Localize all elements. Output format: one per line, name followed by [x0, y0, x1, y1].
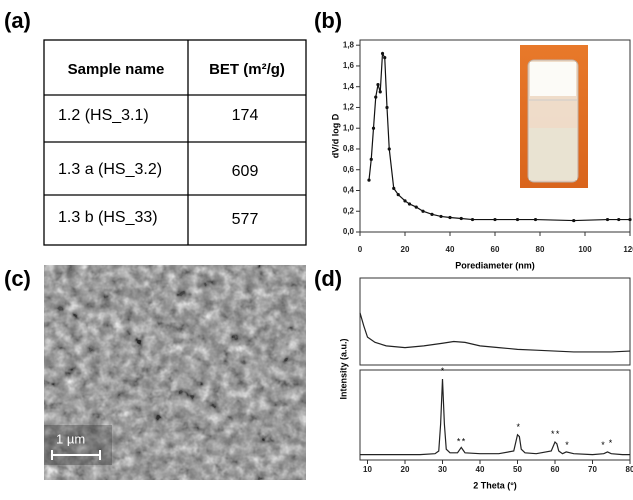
y-tick-label: 0,8	[343, 144, 355, 153]
panel-label: (c)	[4, 266, 31, 291]
data-point	[439, 215, 442, 218]
y-axis-title: Intensity (a.u.)	[338, 338, 348, 399]
annotation: *	[462, 436, 466, 446]
scale-bar-label: 1 µm	[56, 431, 85, 446]
data-point	[403, 199, 406, 202]
x-tick-label: 0	[358, 245, 363, 254]
data-point	[385, 106, 388, 109]
data-point	[376, 83, 379, 86]
data-line	[360, 313, 630, 352]
table-cell: 1.3 b (HS_33)	[58, 209, 158, 226]
data-point	[381, 52, 384, 55]
table-header: Sample name	[68, 61, 165, 78]
x-tick-label: 100	[578, 245, 592, 254]
data-point	[471, 218, 474, 221]
data-point	[460, 217, 463, 220]
panel-label: (a)	[4, 8, 31, 33]
vial-photo	[520, 45, 588, 188]
data-point	[383, 56, 386, 59]
data-point	[367, 179, 370, 182]
data-point	[374, 95, 377, 98]
table-header: BET (m²/g)	[209, 61, 285, 78]
x-tick-label: 40	[476, 465, 485, 474]
x-tick-label: 40	[446, 245, 455, 254]
x-tick-label: 20	[401, 245, 410, 254]
panel-label: (d)	[314, 266, 342, 291]
y-tick-label: 1,4	[343, 82, 355, 91]
y-tick-label: 0,4	[343, 186, 355, 195]
data-point	[388, 147, 391, 150]
y-tick-label: 0,0	[343, 227, 355, 236]
data-point	[572, 219, 575, 222]
table-cell: 174	[232, 107, 259, 124]
plot-frame	[360, 40, 630, 232]
data-point	[379, 90, 382, 93]
data-point	[628, 218, 631, 221]
x-tick-label: 120	[623, 245, 633, 254]
annotation: *	[551, 429, 555, 439]
y-axis-title: dV/d log D	[330, 113, 340, 158]
x-axis-title: Porediameter (nm)	[455, 260, 535, 270]
y-tick-label: 1,8	[343, 40, 355, 49]
x-tick-label: 50	[513, 465, 522, 474]
data-point	[448, 216, 451, 219]
annotation: *	[457, 436, 461, 446]
y-tick-label: 0,6	[343, 165, 355, 174]
x-tick-label: 10	[363, 465, 372, 474]
y-tick-label: 0,2	[343, 206, 355, 215]
data-point	[430, 213, 433, 216]
data-point	[392, 187, 395, 190]
data-point	[493, 218, 496, 221]
x-tick-label: 30	[438, 465, 447, 474]
x-axis-title: 2 Theta (°)	[473, 480, 517, 490]
x-tick-label: 20	[401, 465, 410, 474]
data-line	[360, 379, 630, 455]
table-cell: 1.3 a (HS_3.2)	[58, 161, 162, 178]
annotation: *	[556, 429, 560, 439]
annotation: *	[565, 440, 569, 450]
x-tick-label: 80	[536, 245, 545, 254]
data-point	[370, 158, 373, 161]
annotation: *	[441, 366, 445, 376]
annotation: *	[516, 422, 520, 432]
data-point	[397, 193, 400, 196]
data-point	[606, 218, 609, 221]
x-tick-label: 60	[491, 245, 500, 254]
data-point	[617, 218, 620, 221]
x-tick-label: 60	[551, 465, 560, 474]
figure: (a) (b) (c) (d) Sample name BET (m²/g) 1…	[0, 0, 633, 495]
x-tick-label: 70	[588, 465, 597, 474]
data-point	[534, 218, 537, 221]
y-tick-label: 1,2	[343, 103, 355, 112]
y-tick-label: 1,0	[343, 123, 355, 132]
sem-image	[44, 265, 306, 480]
data-point	[516, 218, 519, 221]
data-point	[372, 127, 375, 130]
plot-frame	[360, 370, 630, 460]
y-tick-label: 1,6	[343, 61, 355, 70]
annotation: *	[601, 440, 605, 450]
table-cell: 577	[232, 211, 259, 228]
x-tick-label: 80	[626, 465, 633, 474]
table-cell: 609	[232, 163, 259, 180]
data-point	[408, 202, 411, 205]
data-point	[421, 210, 424, 213]
panel-label: (b)	[314, 8, 342, 33]
annotation: *	[609, 438, 613, 448]
data-point	[415, 205, 418, 208]
table-cell: 1.2 (HS_3.1)	[58, 107, 149, 124]
data-line	[369, 53, 630, 220]
